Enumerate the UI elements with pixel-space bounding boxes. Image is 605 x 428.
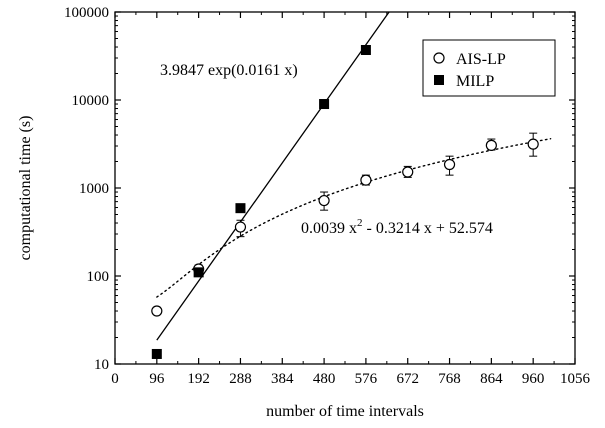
y-tick-label: 10 bbox=[94, 357, 109, 373]
ais-lp-polynomial-fit-line bbox=[156, 138, 552, 298]
x-tick-label: 192 bbox=[187, 371, 210, 387]
x-tick-label: 1056 bbox=[560, 371, 591, 387]
legend-marker-ais-lp bbox=[433, 52, 445, 64]
ais-fit-label-main: 0.0039 x bbox=[301, 220, 357, 237]
milp-point bbox=[319, 99, 330, 110]
legend-box bbox=[422, 39, 556, 97]
ais-lp-point bbox=[318, 194, 330, 207]
x-tick-label: 480 bbox=[313, 371, 336, 387]
data-markers bbox=[151, 44, 539, 359]
legend-label-ais-lp: AIS-LP bbox=[456, 51, 506, 68]
x-tick-label: 384 bbox=[271, 371, 294, 387]
ais-lp-point bbox=[234, 221, 247, 233]
ais-lp-point bbox=[151, 305, 163, 317]
ais-fit-label-sup: 2 bbox=[357, 217, 363, 229]
milp-point bbox=[360, 44, 371, 55]
milp-point bbox=[193, 267, 204, 278]
x-tick-label: 864 bbox=[480, 371, 503, 387]
milp-point bbox=[235, 203, 246, 214]
milp-exponential-fit-line bbox=[156, 12, 390, 341]
legend-marker-milp bbox=[434, 75, 444, 85]
milp-fit-label: 3.9847 exp(0.0161 x) bbox=[160, 62, 298, 79]
y-tick-label: 10000 bbox=[72, 93, 110, 109]
x-tick-label: 96 bbox=[149, 371, 165, 387]
ais-lp-point bbox=[360, 174, 372, 186]
y-axis-ticks: 10 100 1000 10000 100000 bbox=[64, 5, 575, 373]
x-tick-label: 288 bbox=[229, 371, 252, 387]
milp-point bbox=[151, 348, 162, 359]
ais-lp-point bbox=[485, 139, 497, 151]
ais-fit-label-rest: - 0.3214 x + 52.574 bbox=[363, 220, 493, 237]
x-tick-label: 768 bbox=[438, 371, 461, 387]
x-tick-label: 960 bbox=[522, 371, 545, 387]
x-tick-label: 672 bbox=[396, 371, 419, 387]
fit-lines bbox=[156, 12, 552, 341]
x-axis-title: number of time intervals bbox=[266, 403, 424, 420]
y-axis-title: computational time (s) bbox=[17, 116, 34, 261]
x-tick-label: 0 bbox=[111, 371, 119, 387]
ais-lp-point bbox=[443, 158, 456, 171]
ais-lp-point bbox=[527, 138, 539, 150]
y-tick-label: 100000 bbox=[64, 5, 109, 21]
ais-lp-point bbox=[402, 166, 414, 178]
x-axis-ticks: 0 96 192 288 384 480 576 672 768 864 960 1056 bbox=[111, 12, 591, 387]
x-tick-label: 576 bbox=[355, 371, 378, 387]
legend-label-milp: MILP bbox=[456, 73, 494, 90]
y-tick-label: 100 bbox=[87, 269, 110, 285]
legend: AIS-LP MILP bbox=[422, 39, 556, 97]
ais-fit-label: 0.0039 x2 - 0.3214 x + 52.574 bbox=[301, 217, 493, 237]
y-tick-label: 1000 bbox=[79, 181, 109, 197]
